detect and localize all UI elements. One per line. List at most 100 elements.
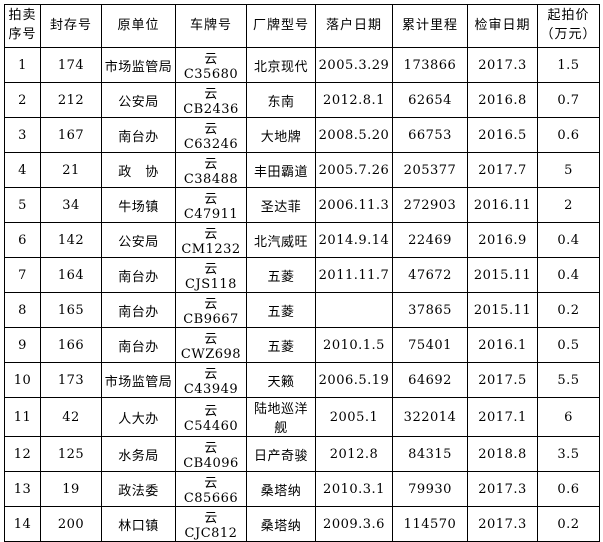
table-cell: 2015.11 <box>467 257 538 293</box>
table-cell: 大地牌 <box>246 117 316 153</box>
table-cell: 2005.1 <box>315 397 393 437</box>
table-row: 1 174 市场监管局云 C35680 北京现代 2005.3.29 173866 2017… <box>4 47 600 83</box>
table-cell: 8 <box>4 292 41 328</box>
table-cell: 2016.11 <box>467 187 538 223</box>
table-cell: 云 CB2436 <box>175 82 247 118</box>
table-row: 3 167 南台办云 C63246 大地牌 2008.5.20 66753 2016.5 0.… <box>4 117 600 153</box>
table-row: 5 34 牛场镇云 C47911 圣达菲 2006.11.3 272903 2016.11 2 <box>4 187 600 223</box>
table-cell: 6 <box>537 397 600 437</box>
table-cell: 200 <box>40 506 102 542</box>
table-cell: 林口镇 <box>101 506 176 542</box>
table-cell: 6 <box>4 222 41 258</box>
table-cell: 14 <box>4 506 41 542</box>
table-cell: 3 <box>4 117 41 153</box>
vehicle-auction-table: 拍卖 序号 封存号 原单位 车牌号 厂牌型号 落户日期 累计里程 检审日期 起拍… <box>4 4 600 542</box>
table-cell: 2017.1 <box>467 397 538 437</box>
table-cell: 166 <box>40 327 102 363</box>
table-header: 拍卖 序号 封存号 原单位 车牌号 厂牌型号 落户日期 累计里程 检审日期 起拍… <box>4 4 600 48</box>
table-cell: 2014.9.14 <box>315 222 393 258</box>
table-cell: 2016.8 <box>467 82 538 118</box>
table-cell: 322014 <box>392 397 468 437</box>
table-cell: 东南 <box>246 82 316 118</box>
table-cell: 2008.5.20 <box>315 117 393 153</box>
table-row: 14 200 林口镇云 CJC812 桑塔纳 2009.3.6 114570 2017.3 0… <box>4 506 600 542</box>
table-cell: 2006.11.3 <box>315 187 393 223</box>
table-cell <box>315 292 393 328</box>
table-cell: 天籁 <box>246 362 316 398</box>
header-row: 拍卖 序号 封存号 原单位 车牌号 厂牌型号 落户日期 累计里程 检审日期 起拍… <box>4 4 600 48</box>
table-cell: 丰田霸道 <box>246 152 316 188</box>
table-cell: 云 CJC812 <box>175 506 247 542</box>
table-cell: 南台办 <box>101 257 176 293</box>
table-cell: 62654 <box>392 82 468 118</box>
table-cell: 37865 <box>392 292 468 328</box>
table-cell: 云 C43949 <box>175 362 247 398</box>
table-cell: 云 C38488 <box>175 152 247 188</box>
table-cell: 7 <box>4 257 41 293</box>
table-cell: 云 CM1232 <box>175 222 247 258</box>
table-cell: 牛场镇 <box>101 187 176 223</box>
header-brand-model: 厂牌型号 <box>246 4 316 48</box>
table-cell: 公安局 <box>101 222 176 258</box>
table-row: 4 21 政 协云 C38488 丰田霸道 2005.7.26 205377 2017.7 5 <box>4 152 600 188</box>
table-cell: 桑塔纳 <box>246 471 316 507</box>
table-cell: 164 <box>40 257 102 293</box>
table-row: 10 173 市场监管局云 C43949 天籁 2006.5.19 64692 2017.5… <box>4 362 600 398</box>
table-cell: 人大办 <box>101 397 176 437</box>
table-cell: 1.5 <box>537 47 600 83</box>
header-original-unit: 原单位 <box>101 4 176 48</box>
table-cell: 2010.3.1 <box>315 471 393 507</box>
header-plate-number: 车牌号 <box>175 4 247 48</box>
table-cell: 13 <box>4 471 41 507</box>
table-cell: 212 <box>40 82 102 118</box>
table-row: 8 165 南台办云 CB9667 五菱 37865 2015.11 0.2 <box>4 292 600 328</box>
table-cell: 0.6 <box>537 117 600 153</box>
table-cell: 0.2 <box>537 506 600 542</box>
table-cell: 167 <box>40 117 102 153</box>
table-cell: 2009.3.6 <box>315 506 393 542</box>
table-cell: 水务局 <box>101 436 176 472</box>
table-cell: 5 <box>537 152 600 188</box>
table-cell: 2 <box>537 187 600 223</box>
table-cell: 2011.11.7 <box>315 257 393 293</box>
table-cell: 2018.8 <box>467 436 538 472</box>
table-cell: 19 <box>40 471 102 507</box>
table-cell: 4 <box>4 152 41 188</box>
table-cell: 22469 <box>392 222 468 258</box>
table-cell: 1 <box>4 47 41 83</box>
header-starting-price: 起拍价 （万元） <box>537 4 600 48</box>
table-cell: 142 <box>40 222 102 258</box>
table-cell: 84315 <box>392 436 468 472</box>
header-seal-number: 封存号 <box>40 4 102 48</box>
table-cell: 云 CB9667 <box>175 292 247 328</box>
table-cell: 云 CWZ698 <box>175 327 247 363</box>
table-cell: 11 <box>4 397 41 437</box>
table-cell: 5 <box>4 187 41 223</box>
table-cell: 云 C85666 <box>175 471 247 507</box>
table-cell: 173866 <box>392 47 468 83</box>
table-cell: 165 <box>40 292 102 328</box>
table-cell: 75401 <box>392 327 468 363</box>
table-row: 12 125 水务局云 CB4096 日产奇骏 2012.8 84315 2018.8 3.5 <box>4 436 600 472</box>
header-auction-seq: 拍卖 序号 <box>4 4 41 48</box>
table-body: 1 174 市场监管局云 C35680 北京现代 2005.3.29 173866 2017… <box>4 47 600 542</box>
table-cell: 21 <box>40 152 102 188</box>
table-cell: 10 <box>4 362 41 398</box>
table-cell: 2005.7.26 <box>315 152 393 188</box>
table-cell: 114570 <box>392 506 468 542</box>
table-cell: 2015.11 <box>467 292 538 328</box>
table-cell: 34 <box>40 187 102 223</box>
table-cell: 政 协 <box>101 152 176 188</box>
table-cell: 南台办 <box>101 327 176 363</box>
table-cell: 云 CB4096 <box>175 436 247 472</box>
table-cell: 42 <box>40 397 102 437</box>
table-cell: 云 C63246 <box>175 117 247 153</box>
table-cell: 2017.3 <box>467 47 538 83</box>
table-cell: 64692 <box>392 362 468 398</box>
table-cell: 云 C47911 <box>175 187 247 223</box>
table-cell: 北汽威旺 <box>246 222 316 258</box>
table-row: 11 42 人大办云 C54460 陆地巡洋舰 2005.1 322014 2017.1 6 <box>4 397 600 437</box>
table-cell: 2017.5 <box>467 362 538 398</box>
table-cell: 五菱 <box>246 292 316 328</box>
table-cell: 云 C35680 <box>175 47 247 83</box>
